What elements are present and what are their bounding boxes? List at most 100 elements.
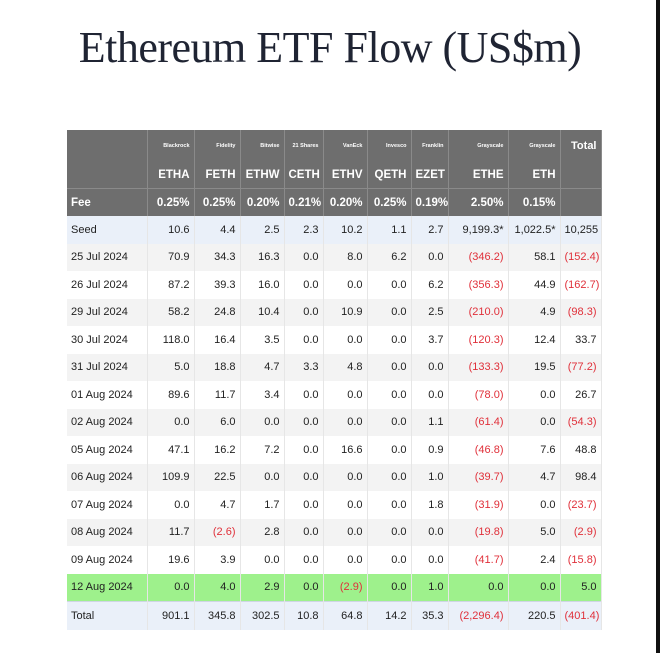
flow-cell: 0.0 [147,408,195,436]
flow-cell: 16.3 [240,243,285,271]
table-row: 02 Aug 2024 0.0 6.0 0.0 0.0 0.0 0.0 1.1 (61.4) 0.… [67,408,602,436]
fee-label: Fee [67,188,148,216]
flow-cell: 0.0 [323,463,368,491]
total-label: Total [67,601,148,630]
flow-cell: 0.0 [367,298,412,326]
total-cell: (401.4) [560,601,602,630]
flow-cell: (31.9) [448,491,509,519]
row-label: 05 Aug 2024 [67,436,148,464]
flow-cell: 1.8 [411,491,449,519]
flow-cell: 0.0 [411,353,449,381]
flow-cell: 0.0 [323,408,368,436]
table-row: 01 Aug 2024 89.6 11.7 3.4 0.0 0.0 0.0 0.0 (78.0)… [67,381,602,409]
flow-cell: 4.9 [508,298,561,326]
flow-cell: 0.0 [367,436,412,464]
flow-cell: 0.0 [411,243,449,271]
flow-cell: 0.0 [284,298,324,326]
flow-cell: 10.4 [240,298,285,326]
ticker-header: ETH [508,161,561,189]
flow-cell: 10.6 [147,216,195,244]
row-label: 25 Jul 2024 [67,243,148,271]
flow-cell: 5.0 [560,573,602,602]
flow-cell: 2.7 [411,216,449,244]
row-label: 12 Aug 2024 [67,573,148,602]
flow-cell: 0.0 [367,546,412,574]
flow-cell: 1.0 [411,463,449,491]
flow-cell: 0.0 [240,463,285,491]
flow-cell: (15.8) [560,546,602,574]
issuer-header-row: Blackrock Fidelity Bitwise 21 Shares Van… [67,130,602,161]
fee-value: 0.25% [194,188,241,216]
row-label: 09 Aug 2024 [67,546,148,574]
flow-cell: 4.7 [194,491,241,519]
flow-cell: 0.0 [284,271,324,299]
flow-cell: (2.6) [194,518,241,546]
flow-cell: 22.5 [194,463,241,491]
flow-cell: 0.0 [367,518,412,546]
flow-cell: (78.0) [448,381,509,409]
fee-total-cell [560,188,602,216]
fee-value: 0.15% [508,188,561,216]
flow-cell: 10.2 [323,216,368,244]
flow-cell: 16.2 [194,436,241,464]
issuer-header: Invesco [367,130,412,161]
row-label: 30 Jul 2024 [67,326,148,354]
flow-cell: 39.3 [194,271,241,299]
flow-cell: 7.2 [240,436,285,464]
flow-cell: 1,022.5* [508,216,561,244]
flow-cell: 12.4 [508,326,561,354]
page-title: Ethereum ETF Flow (US$m) [78,23,582,72]
issuer-header: Grayscale [508,130,561,161]
flow-cell: (46.8) [448,436,509,464]
flow-cell: (2.9) [323,573,368,602]
flow-cell: 47.1 [147,436,195,464]
flow-cell: 0.0 [323,271,368,299]
flow-cell: (152.4) [560,243,602,271]
flow-cell: (77.2) [560,353,602,381]
flow-cell: 0.0 [284,573,324,602]
flow-cell: (2.9) [560,518,602,546]
table-row: 30 Jul 2024 118.0 16.4 3.5 0.0 0.0 0.0 3.7 (120.… [67,326,602,354]
table-row: 25 Jul 2024 70.9 34.3 16.3 0.0 8.0 6.2 0.0 (346.… [67,243,602,271]
row-label: 31 Jul 2024 [67,353,148,381]
flow-cell: (41.7) [448,546,509,574]
total-cell: 35.3 [411,601,449,630]
fee-value: 0.19% [411,188,449,216]
table-row: 29 Jul 2024 58.2 24.8 10.4 0.0 10.9 0.0 2.5 (210… [67,298,602,326]
total-cell: 220.5 [508,601,561,630]
ticker-total-cell [560,161,602,189]
table-row: 06 Aug 2024 109.9 22.5 0.0 0.0 0.0 0.0 1.0 (39.7… [67,463,602,491]
flow-cell: 19.6 [147,546,195,574]
flow-cell: 2.5 [240,216,285,244]
fee-value: 2.50% [448,188,509,216]
flow-cell: 0.0 [367,271,412,299]
flow-cell: 2.4 [508,546,561,574]
flow-cell: 5.0 [508,518,561,546]
flow-cell: 0.0 [147,573,195,602]
total-column-header: Total [560,130,602,161]
flow-cell: 0.9 [411,436,449,464]
flow-cell: 0.0 [448,573,509,602]
total-cell: 14.2 [367,601,412,630]
flow-cell: 0.0 [367,353,412,381]
flow-cell: 0.0 [323,381,368,409]
total-row: Total 901.1 345.8 302.5 10.8 64.8 14.2 3… [67,601,602,630]
flow-cell: 1.0 [411,573,449,602]
table-row: 26 Jul 2024 87.2 39.3 16.0 0.0 0.0 0.0 6.2 (356.… [67,271,602,299]
flow-cell: 0.0 [284,326,324,354]
row-label: Seed [67,216,148,244]
table-row: 12 Aug 2024 0.0 4.0 2.9 0.0 (2.9) 0.0 1.0 0.0 0.0… [67,573,602,602]
flow-cell: 0.0 [284,491,324,519]
total-cell: (2,296.4) [448,601,509,630]
flow-cell: 6.2 [367,243,412,271]
issuer-header: Franklin [411,130,449,161]
fee-value: 0.21% [284,188,324,216]
ticker-label-cell [67,161,148,189]
flow-cell: (133.3) [448,353,509,381]
flow-cell: 0.0 [284,408,324,436]
flow-cell: (356.3) [448,271,509,299]
row-label: 02 Aug 2024 [67,408,148,436]
flow-cell: 0.0 [284,243,324,271]
total-cell: 302.5 [240,601,285,630]
flow-cell: 0.0 [323,518,368,546]
